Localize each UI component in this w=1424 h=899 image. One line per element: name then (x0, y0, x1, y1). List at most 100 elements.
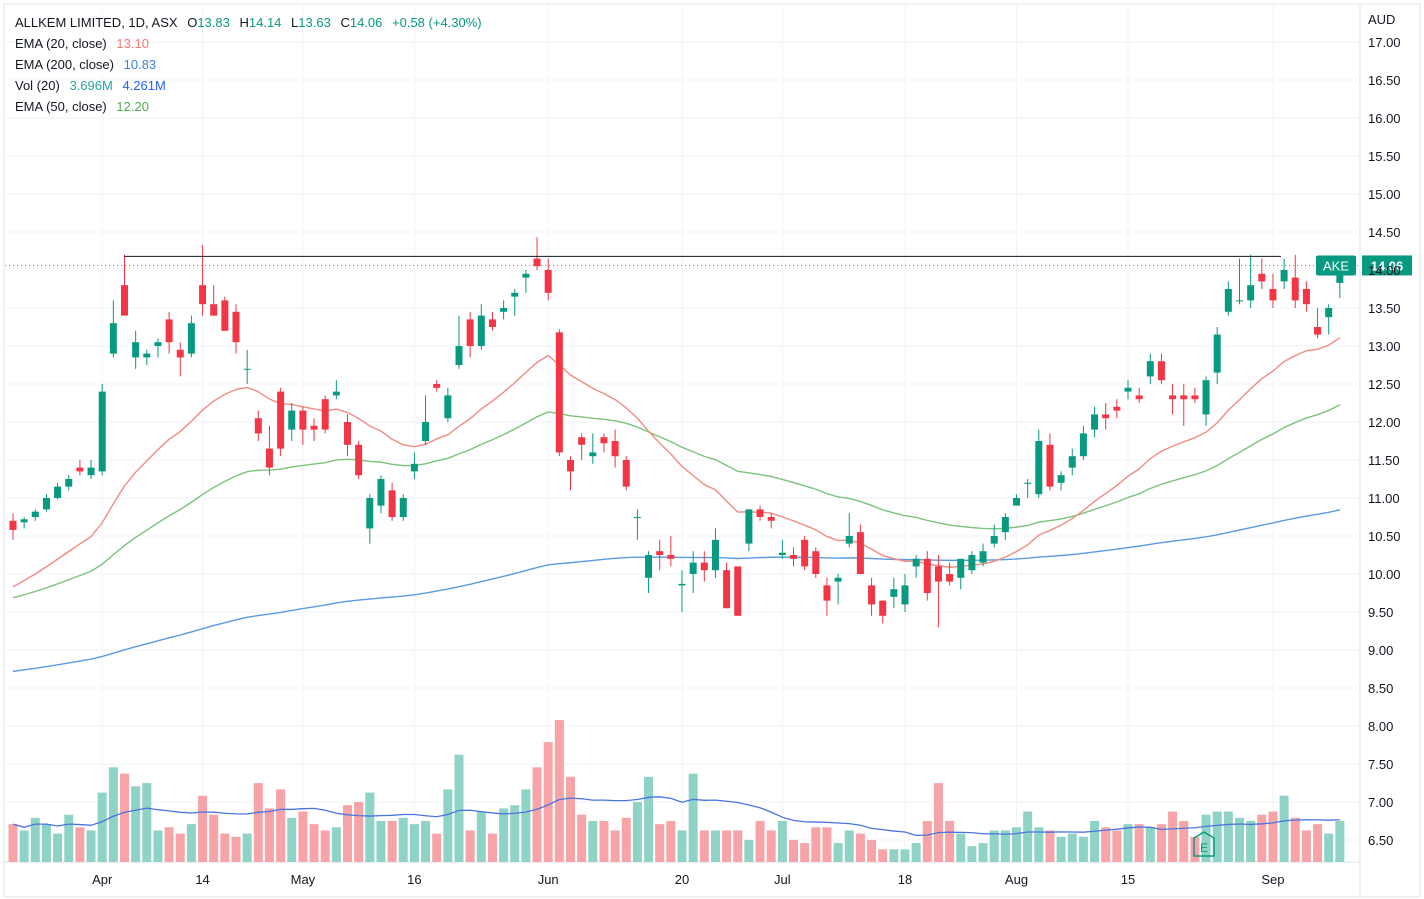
ohlc-open-value: 13.83 (197, 15, 230, 30)
price-tick-label: 11.50 (1368, 453, 1400, 468)
axis-layer: AUD 6.50 7.00 7.50 8.00 8.50 9.00 9.50 10.00 10.5… (92, 12, 1400, 887)
candle-body (1314, 327, 1322, 335)
volume-bar (1246, 820, 1256, 862)
candle-body (87, 467, 95, 476)
candle-body (957, 558, 965, 578)
time-tick-label: 18 (898, 872, 912, 887)
candle-body (1124, 387, 1132, 392)
volume-bar (97, 792, 107, 862)
candle-body (1057, 475, 1065, 483)
time-tick-label: 20 (675, 872, 689, 887)
currency-label: AUD (1368, 12, 1395, 27)
candle-body (1302, 289, 1310, 305)
volume-bar (376, 820, 386, 862)
time-tick-label: 14 (195, 872, 209, 887)
earnings-icon[interactable]: E (1193, 831, 1215, 857)
volume-bar (108, 767, 118, 862)
time-tick-label: Jun (538, 872, 559, 887)
price-tick-label: 11.00 (1368, 491, 1400, 506)
candle-body (444, 395, 452, 419)
volume-bar (1045, 830, 1055, 862)
legend-ema20-row[interactable]: EMA (20, close) 13.10 (15, 33, 482, 54)
candle-body (288, 410, 296, 430)
candle-body (265, 448, 273, 468)
volume-bar (331, 827, 341, 862)
candle-body (1291, 277, 1299, 301)
candle-body (254, 418, 262, 434)
candle-body (946, 574, 954, 582)
volume-bar (933, 783, 943, 862)
volume-bar (343, 805, 352, 862)
price-tick-label: 8.00 (1368, 719, 1393, 734)
volume-bar (209, 814, 219, 862)
volume-bar (421, 820, 431, 862)
legend: ALLKEM LIMITED, 1D, ASX O13.83 H14.14 L1… (15, 12, 482, 117)
candle-body (332, 391, 340, 396)
price-tick-label: 10.50 (1368, 529, 1401, 544)
volume-bar (443, 789, 453, 862)
volume-ma-polyline (12, 796, 1340, 837)
candle-body (823, 585, 831, 601)
volume-bar (1257, 814, 1267, 862)
volume-ma-line (12, 796, 1340, 837)
price-tick-label: 8.50 (1368, 681, 1393, 696)
candle-body (1046, 444, 1054, 487)
candle-body (31, 511, 39, 517)
candle-body (745, 509, 753, 544)
ohlc-close-value: 14.06 (349, 15, 383, 30)
ohlc-high-value: 14.14 (248, 15, 282, 30)
candle-body (65, 479, 73, 487)
legend-vol-row[interactable]: Vol (20) 3.696M 4.261M (15, 75, 482, 96)
candle-body (1280, 270, 1288, 282)
volume-bar (967, 846, 977, 862)
volume-bar (844, 830, 854, 862)
candle-body (589, 452, 597, 457)
volume-bar (1023, 811, 1033, 862)
volume-bar (1324, 833, 1334, 862)
volume-bar (264, 808, 274, 862)
candle-body (578, 437, 586, 445)
volume-bar (153, 830, 163, 862)
ema50-label: EMA (50, close) (15, 99, 107, 114)
candle-body (109, 323, 117, 354)
candle-body (1079, 433, 1087, 457)
legend-title-row[interactable]: ALLKEM LIMITED, 1D, ASX O13.83 H14.14 L1… (15, 12, 482, 33)
time-tick-label: Aug (1005, 872, 1028, 887)
volume-bar (1235, 817, 1244, 862)
ohlc-change-value: +0.58 (+4.30%) (392, 15, 482, 30)
candle-body (522, 273, 530, 278)
volume-bar (800, 843, 810, 862)
legend-ema200-row[interactable]: EMA (200, close) 10.83 (15, 54, 482, 75)
volume-bar (1168, 811, 1178, 862)
volume-bar (621, 817, 631, 862)
candle-body (243, 368, 251, 370)
candle-body (500, 308, 508, 312)
candle-body (723, 570, 731, 609)
volume-bar (175, 833, 185, 862)
ema200-value: 10.83 (123, 57, 157, 72)
volume-bar (253, 783, 263, 862)
price-tick-label: 17.00 (1368, 35, 1401, 50)
volume-bar (1335, 820, 1345, 862)
candle-body (1269, 289, 1277, 301)
ema200-label: EMA (200, close) (15, 57, 114, 72)
ohlc-close-label: C (340, 15, 350, 30)
candle-body (511, 292, 519, 297)
volume-bar (510, 805, 520, 862)
candle-body (187, 323, 195, 354)
candle-body (689, 562, 697, 574)
candle-body (1113, 406, 1121, 411)
volume-bars (8, 720, 1345, 862)
legend-ema50-row[interactable]: EMA (50, close) 12.20 (15, 96, 482, 117)
candle-body (232, 311, 240, 343)
candle-body (767, 517, 775, 521)
volume-bar (577, 814, 587, 862)
volume-bar (710, 830, 720, 862)
time-tick-label: 15 (1121, 872, 1135, 887)
candle-body (968, 555, 976, 571)
candle-body (711, 539, 719, 571)
vol-value: 3.696M (69, 78, 113, 93)
candle-body (199, 285, 207, 305)
